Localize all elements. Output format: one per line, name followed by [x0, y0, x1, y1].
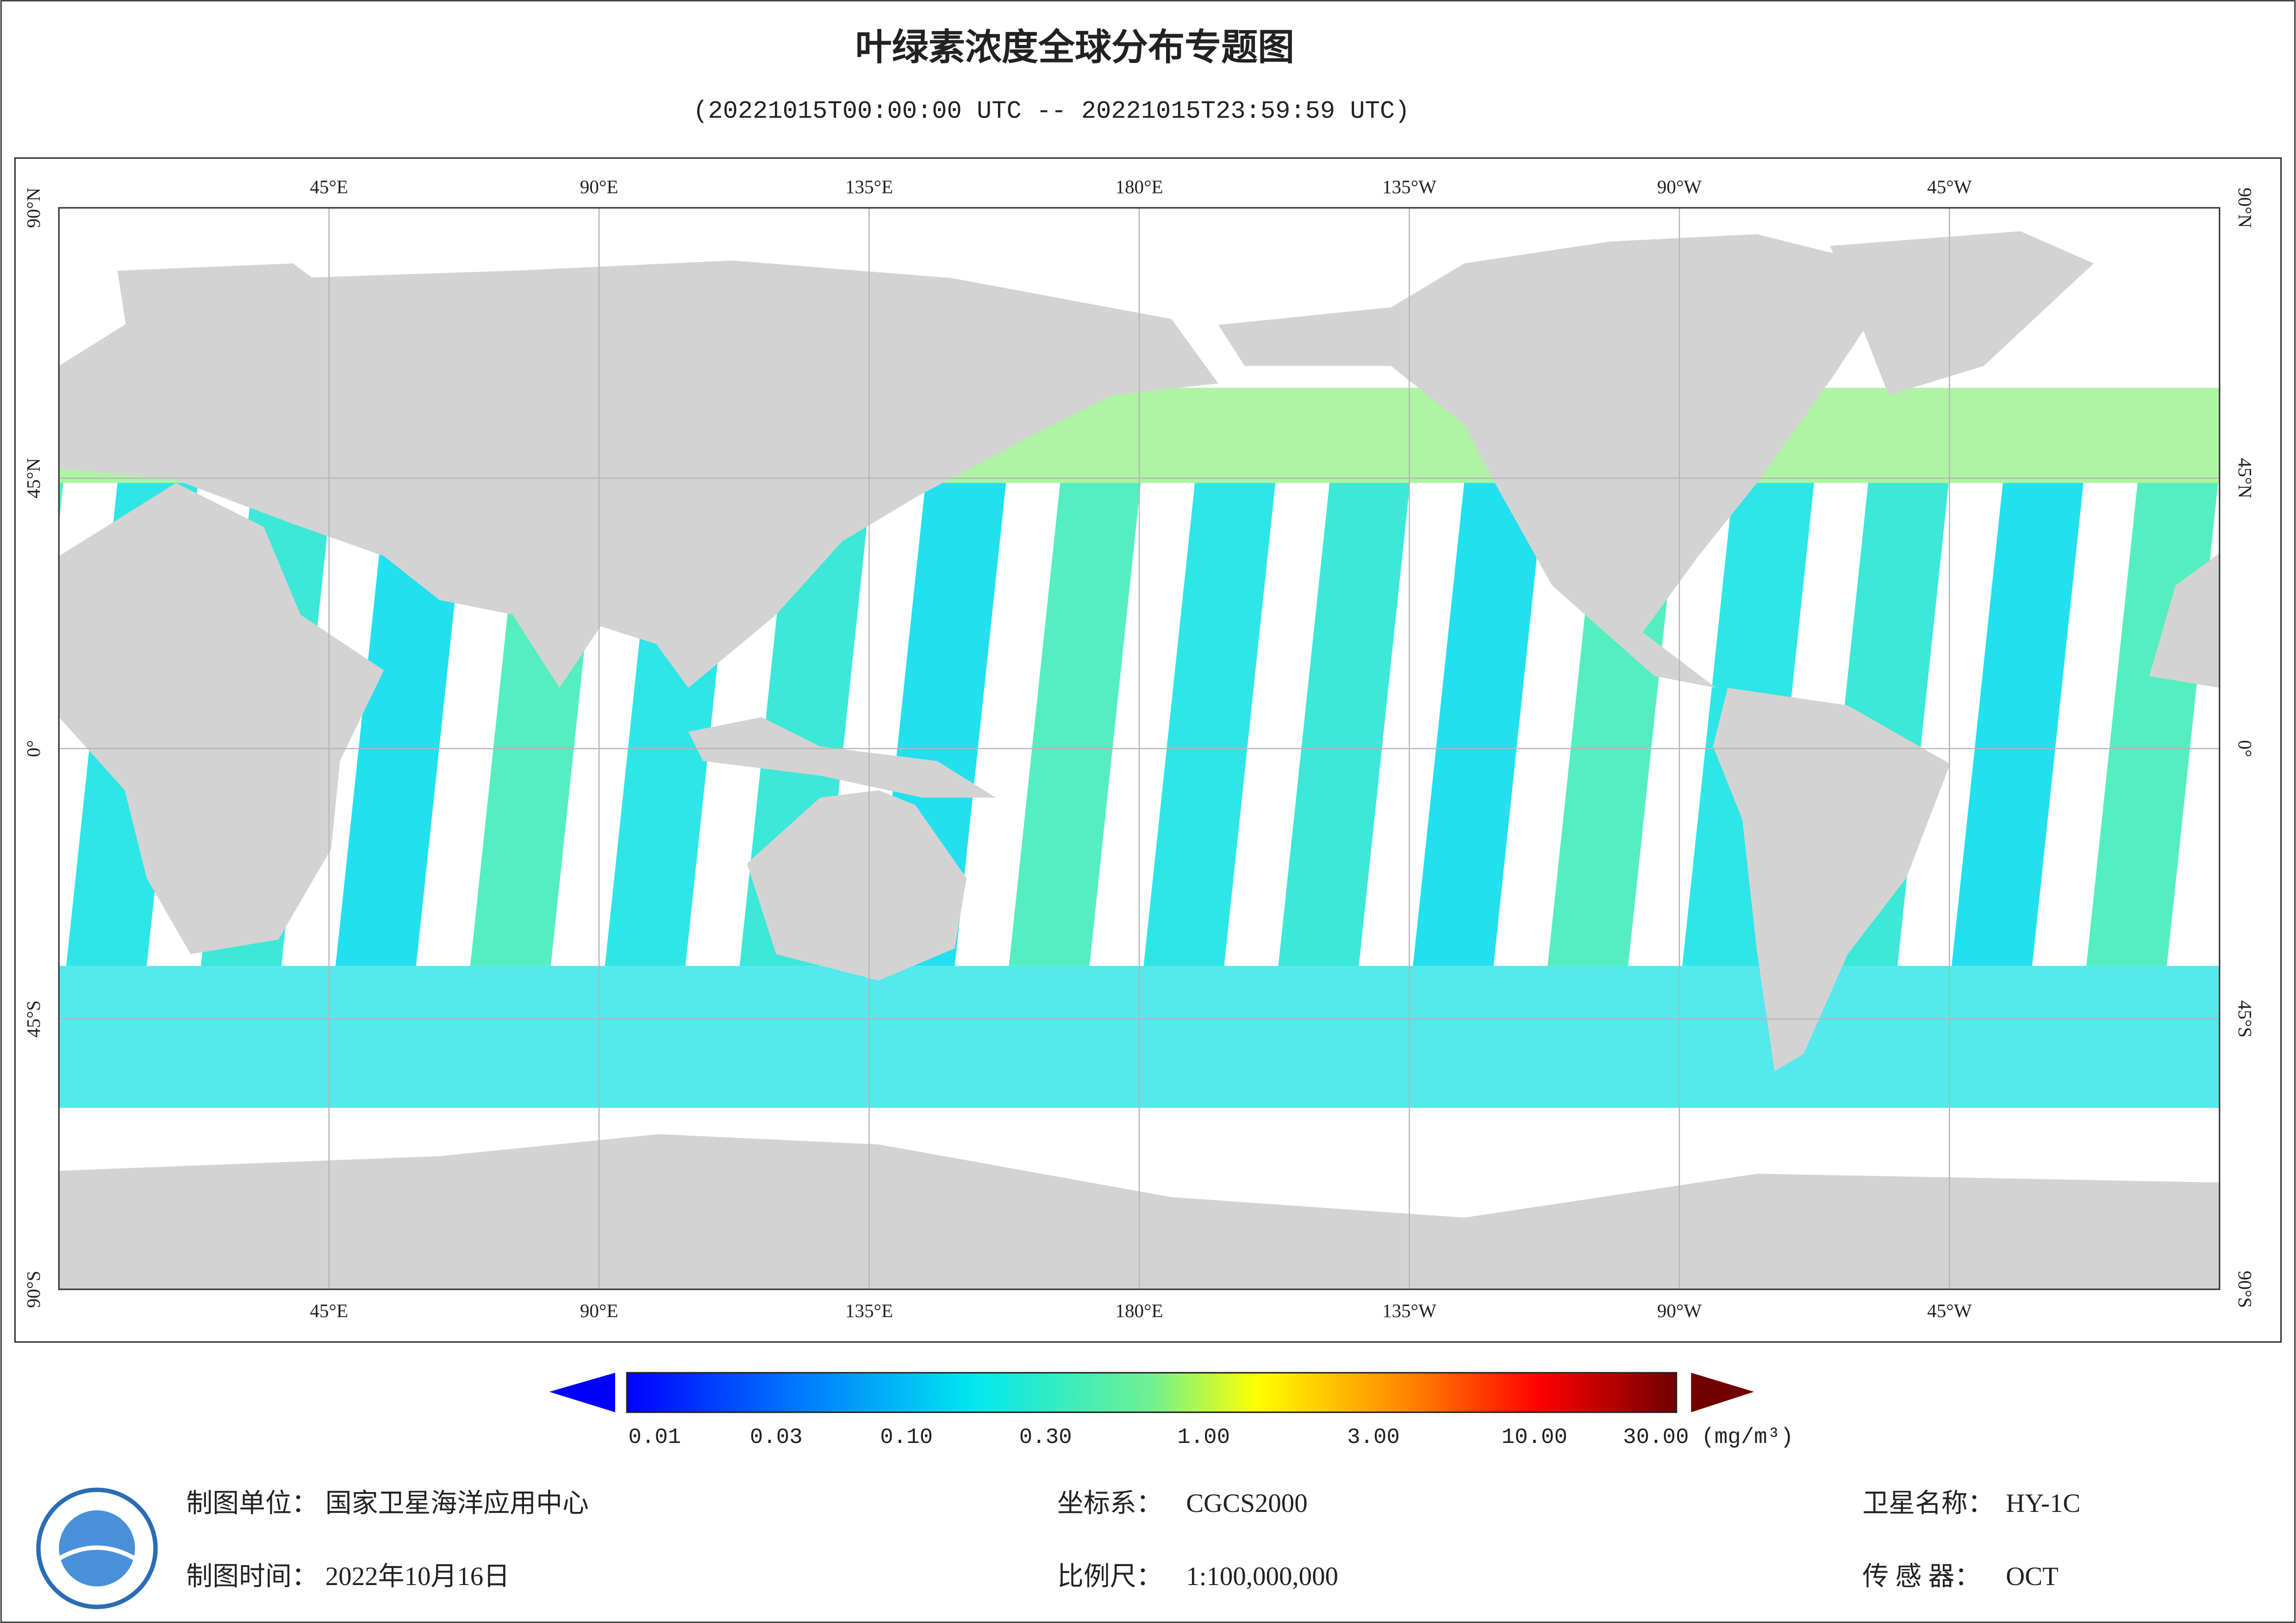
- west-africa: [2149, 553, 2220, 688]
- lon-label-top: 180°E: [1115, 176, 1163, 197]
- colorbar-tick-label: 0.10: [880, 1425, 933, 1450]
- map-frame-outer: [14, 157, 2282, 1343]
- colorbar-ticks: 0.01 0.03 0.10 0.30 1.00 3.00 10.00 30.00: [628, 1425, 1689, 1450]
- swath: [1143, 483, 1276, 966]
- scale-label: 比例尺：: [1057, 1562, 1163, 1591]
- colorbar-low-arrow: [549, 1373, 615, 1412]
- title: 叶绿素浓度全球分布专题图: [855, 26, 1295, 68]
- lon-label-bottom: 90°W: [1657, 1300, 1702, 1321]
- greenland: [1830, 231, 2094, 395]
- subtitle: (20221015T00:00:00 UTC -- 20221015T23:59…: [693, 98, 1410, 126]
- graticule: [59, 208, 2220, 1289]
- colorbar-high-arrow: [1691, 1373, 1754, 1412]
- lat-label-left: 45°N: [23, 458, 44, 498]
- map-frame-inner: [58, 207, 2221, 1290]
- lon-label-top: 45°W: [1927, 176, 1972, 197]
- lon-label-bottom: 180°E: [1115, 1300, 1163, 1321]
- footer: 制图单位： 国家卫星海洋应用中心 制图时间： 2022年10月16日 坐标系： …: [186, 1489, 2080, 1591]
- colorbar-tick-label: 1.00: [1177, 1425, 1230, 1450]
- crs: CGCS2000: [1186, 1489, 1307, 1518]
- lon-label-bottom: 135°E: [845, 1300, 893, 1321]
- europe-north: [117, 263, 381, 410]
- logo-wave: [57, 1545, 137, 1561]
- colorbar-tick-label: 3.00: [1347, 1425, 1400, 1450]
- crs-label: 坐标系：: [1057, 1489, 1163, 1518]
- lon-label-top: 90°W: [1657, 176, 1702, 197]
- lon-label-top: 135°E: [845, 176, 893, 197]
- lon-label-bottom: 135°W: [1382, 1300, 1436, 1321]
- lat-label-right: 45°N: [2234, 458, 2256, 498]
- lon-label-bottom: 90°E: [580, 1300, 618, 1321]
- swath: [1952, 483, 2084, 966]
- colorbar-bar: [626, 1372, 1678, 1413]
- lat-label-left: 90°S: [23, 1271, 44, 1308]
- lat-label-left: 90°N: [23, 187, 44, 228]
- lat-label-left: 45°S: [23, 1001, 44, 1038]
- unit: 国家卫星海洋应用中心: [325, 1489, 589, 1518]
- sensor: OCT: [2006, 1562, 2059, 1591]
- time-label: 制图时间：: [186, 1562, 318, 1591]
- unit-label: 制图单位：: [186, 1489, 318, 1518]
- scale: 1:100,000,000: [1186, 1562, 1338, 1591]
- lat-label-right: 0°: [2234, 740, 2256, 757]
- map: [59, 208, 2220, 1289]
- se-asia-islands: [688, 717, 996, 798]
- swath: [1278, 483, 1410, 966]
- australia: [747, 790, 967, 981]
- colorbar-tick-label: 0.30: [1019, 1425, 1072, 1450]
- lat-label-right: 90°S: [2234, 1271, 2256, 1308]
- graticule-labels: 45°E 45°E 90°E 90°E 135°E 135°E 180°E 180°E 135°…: [23, 176, 2256, 1321]
- swath: [1009, 483, 1141, 966]
- eurasia: [59, 260, 1218, 688]
- lat-label-right: 90°N: [2234, 187, 2256, 228]
- colorbar: 0.01 0.03 0.10 0.30 1.00 3.00 10.00 30.00 (mg/m…: [549, 1372, 1794, 1450]
- lat-label-right: 45°S: [2234, 1001, 2256, 1038]
- colorbar-tick-label: 10.00: [1502, 1425, 1567, 1450]
- africa: [59, 483, 384, 954]
- colorbar-tick-label: 30.00: [1623, 1425, 1689, 1450]
- sensor-label: 传 感 器：: [1862, 1562, 1981, 1591]
- lon-label-top: 90°E: [580, 176, 618, 197]
- south-america: [1713, 688, 1950, 1071]
- colorbar-tick-label: 0.03: [750, 1425, 803, 1450]
- lon-label-bottom: 45°E: [310, 1300, 348, 1321]
- lon-label-top: 135°W: [1382, 176, 1436, 197]
- colorbar-tick-label: 0.01: [628, 1425, 681, 1450]
- time: 2022年10月16日: [325, 1562, 510, 1591]
- satellite: HY-1C: [2006, 1489, 2080, 1518]
- lat-label-left: 0°: [23, 740, 44, 757]
- north-america: [1218, 234, 1903, 688]
- lon-label-top: 45°E: [310, 176, 348, 197]
- swath: [1413, 483, 1545, 966]
- swath: [335, 483, 468, 966]
- colorbar-unit: (mg/m³): [1701, 1425, 1793, 1450]
- satellite-label: 卫星名称：: [1862, 1489, 1994, 1518]
- logo: [36, 1487, 158, 1609]
- lon-label-bottom: 45°W: [1927, 1300, 1972, 1321]
